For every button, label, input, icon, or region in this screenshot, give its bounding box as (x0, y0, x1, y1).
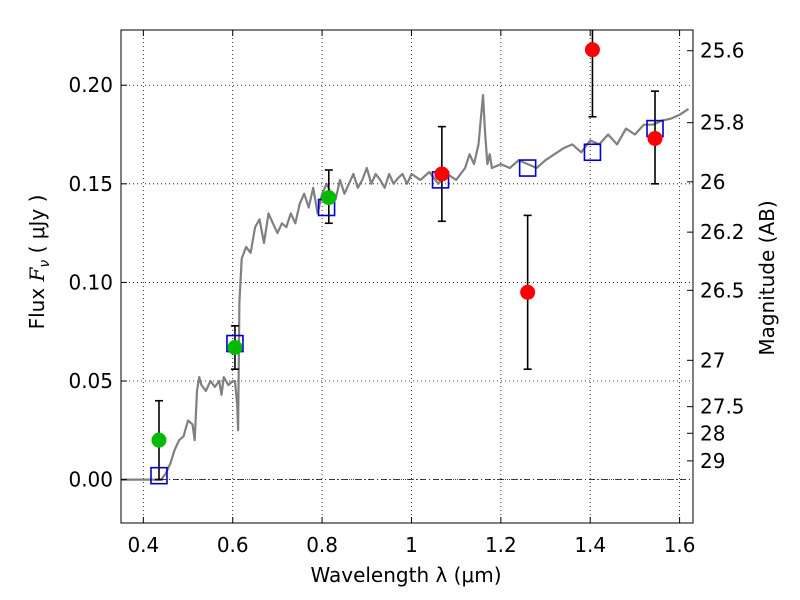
y-tick-label: 0.20 (68, 73, 113, 97)
model-photometry-point (518, 159, 537, 177)
data-point (321, 190, 337, 206)
marker-layer (150, 42, 664, 485)
x-tick-labels: 0.4 0.6 0.8 1 1.2 1.4 1.6 (127, 533, 695, 557)
y2-tick-label: 29 (700, 449, 725, 473)
y-tick-label: 0.05 (68, 369, 113, 393)
model-sed-line (121, 93, 690, 481)
y2-axis-label: Magnitude (AB) (755, 200, 779, 355)
ticks (121, 30, 693, 523)
model-photometry-point (583, 143, 602, 162)
y-tick-label: 0.10 (68, 270, 113, 294)
y2-tick-label: 25.6 (700, 39, 745, 63)
plot-frame (120, 29, 694, 524)
y-tick-labels: 0.00 0.05 0.10 0.15 0.20 (68, 73, 113, 491)
y-tick-label: 0.00 (68, 468, 113, 492)
data-point (434, 166, 450, 182)
y-axis-label-subscript: ν (37, 260, 53, 268)
y2-tick-label: 26.5 (700, 278, 745, 302)
data-point (584, 42, 600, 58)
x-tick-label: 1.2 (485, 533, 517, 557)
data-point (151, 432, 167, 448)
grid (121, 30, 693, 523)
x-tick-label: 1.4 (574, 533, 606, 557)
y2-tick-label: 26.2 (700, 220, 745, 244)
y2-tick-label: 26 (700, 170, 725, 194)
y-axis-label: Flux Fν ( μJy ) (25, 195, 53, 330)
y-axis-label-prefix: Flux (25, 281, 49, 329)
data-point (647, 130, 663, 146)
x-tick-label: 0.6 (217, 533, 249, 557)
data-point (227, 339, 243, 355)
errorbar-layer (154, 30, 660, 481)
model-photometry-point (150, 466, 168, 485)
model-sed-layer (121, 93, 690, 481)
y-axis-label-suffix: ( μJy ) (25, 195, 49, 260)
y2-tick-label: 27.5 (700, 395, 745, 419)
y2-tick-label: 27 (700, 348, 725, 372)
x-tick-label: 0.8 (306, 533, 338, 557)
y-tick-label: 0.15 (68, 172, 113, 196)
y2-tick-labels: 25.6 25.8 26 26.2 26.5 27 27.528 29 (700, 39, 745, 473)
y2-tick-label: 25.8 (700, 111, 745, 135)
x-axis-label: Wavelength λ (μm) (310, 563, 501, 587)
x-tick-label: 0.4 (127, 533, 159, 557)
y-axis-label-symbol: F (25, 266, 49, 282)
x-tick-label: 1.6 (664, 533, 696, 557)
data-point (520, 284, 536, 300)
x-tick-label: 1 (405, 533, 418, 557)
y2-tick-label: 28 (700, 421, 725, 445)
